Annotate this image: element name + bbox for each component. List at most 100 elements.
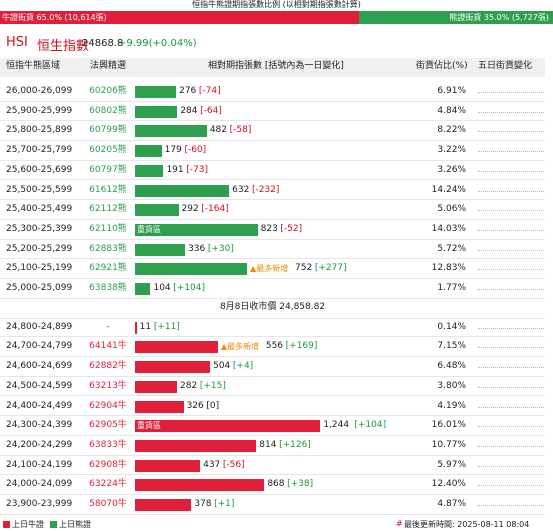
range: 25,300-25,399 (6, 223, 73, 234)
table-row: 24,000-24,099 63224牛 868 [+38] 12.40% (0, 475, 545, 495)
ratio-bar: 牛證街貨 65.0% (10,614張) 熊證街貨 35.0% (5,727張) (0, 11, 553, 24)
most-added-tag: ▲最多新增 (250, 264, 289, 274)
code[interactable]: 64141牛 (89, 341, 127, 352)
range: 25,500-25,599 (6, 184, 73, 195)
change: [-52] (280, 223, 303, 234)
count-bar (135, 479, 265, 492)
index-change: +9.99(+0.04%) (118, 38, 197, 49)
count-bar (135, 459, 201, 472)
change: [-164] (201, 204, 229, 215)
code[interactable]: 60206熊 (89, 86, 127, 96)
change: [-73] (186, 164, 208, 175)
code[interactable]: 62905牛 (89, 420, 127, 431)
trend-baseline (478, 210, 544, 212)
column-header: 法興精選 (90, 61, 127, 71)
ratio: 16.01% (431, 420, 466, 431)
ratio-title: 恒指牛熊證期指張數比例 (以相對期指張數計算) (192, 0, 361, 9)
count: 282 (180, 380, 198, 391)
table-row: 25,900-25,999 60802熊 284 [-64] 4.84% (0, 102, 545, 122)
code[interactable]: 63838熊 (89, 283, 127, 293)
count-bar (135, 184, 230, 197)
change: [+277] (314, 263, 347, 274)
trend-baseline (478, 151, 544, 153)
range: 25,100-25,199 (6, 263, 73, 274)
trend-baseline (478, 367, 544, 369)
index-value: 24868.8 (82, 38, 124, 49)
count: 378 (194, 499, 212, 509)
column-header: 相對期指張數 [括號內為一日變化] (208, 61, 344, 71)
change: [+104] (173, 283, 206, 293)
count: 752 (295, 263, 313, 274)
bear-label: 熊證街貨 35.0% (5,727張) (449, 13, 549, 22)
count-bar (135, 499, 192, 511)
count-bar (135, 263, 248, 276)
ratio: 1.77% (437, 283, 466, 293)
bear-share (359, 11, 553, 24)
table-row: 25,400-25,499 62112熊 292 [-164] 5.06% (0, 200, 545, 220)
ratio: 14.24% (431, 184, 466, 195)
code[interactable]: 63224牛 (89, 479, 127, 490)
bull-share (0, 11, 360, 24)
ratio: 3.80% (437, 380, 466, 391)
column-header: 五日街貨變化 (478, 61, 533, 71)
code[interactable]: 60797熊 (89, 164, 127, 175)
count: 104 (153, 283, 171, 293)
count-bar (135, 400, 184, 413)
code[interactable]: 62112熊 (89, 204, 127, 215)
ratio: 14.03% (431, 223, 466, 234)
range: 23,900-23,999 (6, 499, 73, 509)
range: 25,200-25,299 (6, 243, 73, 254)
code[interactable]: 63213牛 (89, 380, 127, 391)
count-bar (135, 341, 218, 354)
code[interactable]: 60205熊 (89, 145, 127, 156)
change: [+1] (214, 499, 235, 509)
ratio: 4.84% (437, 105, 466, 116)
code[interactable]: 60802熊 (89, 105, 127, 116)
trend-baseline (478, 249, 544, 251)
table-row: 25,200-25,299 62883熊 336 [+30] 5.72% (0, 240, 545, 260)
code[interactable]: 62908牛 (89, 459, 127, 470)
code[interactable]: 62883熊 (89, 243, 127, 254)
ratio: 10.77% (431, 439, 466, 450)
count: 284 (180, 105, 198, 116)
table-row: 25,600-25,699 60797熊 191 [-73] 3.26% (0, 161, 545, 181)
range: 24,700-24,799 (6, 341, 73, 352)
range: 25,700-25,799 (6, 145, 73, 156)
table-row: 24,700-24,799 64141牛 ▲最多新增 556 [+169] 7.15% (0, 337, 545, 358)
count: 868 (267, 479, 285, 490)
change: [+30] (207, 243, 234, 254)
count: 504 (213, 361, 231, 372)
trend-baseline (478, 347, 544, 349)
range: 25,400-25,499 (6, 204, 73, 215)
count-bar (135, 321, 137, 334)
code[interactable]: 60799熊 (89, 125, 127, 136)
count-bar (135, 204, 179, 217)
change: [+11] (153, 321, 180, 332)
code[interactable]: 62882牛 (89, 361, 127, 372)
table-row: 25,800-25,899 60799熊 482 [-58] 8.22% (0, 121, 545, 142)
range: 25,900-25,999 (6, 105, 73, 116)
code[interactable]: 61612熊 (89, 184, 127, 195)
table-row: 24,200-24,299 63833牛 814 [+126] 10.77% (0, 436, 545, 456)
code[interactable]: - (106, 321, 110, 332)
trend-baseline (478, 92, 544, 93)
count: 276 (179, 86, 197, 96)
table-row: 24,100-24,199 62908牛 437 [-56] 5.97% (0, 456, 545, 476)
code[interactable]: 58070牛 (89, 499, 127, 509)
range: 24,500-24,599 (6, 380, 73, 391)
code[interactable]: 62904牛 (89, 400, 127, 411)
ratio: 0.14% (437, 321, 466, 332)
range: 24,400-24,499 (6, 400, 73, 411)
count-bar (135, 420, 321, 433)
code[interactable]: 63833牛 (89, 439, 127, 450)
code[interactable]: 62110熊 (89, 223, 127, 234)
count: 11 (139, 321, 152, 332)
count: 814 (259, 439, 277, 450)
ratio: 6.48% (437, 361, 466, 372)
range: 24,800-24,899 (6, 321, 73, 332)
trend-baseline (478, 327, 544, 329)
ratio: 5.97% (437, 459, 466, 470)
code[interactable]: 62921熊 (89, 263, 127, 274)
table-row: 25,000-25,099 63838熊 104 [+104] 1.77% (0, 279, 545, 299)
index-name: 恒生指數 (37, 39, 90, 54)
